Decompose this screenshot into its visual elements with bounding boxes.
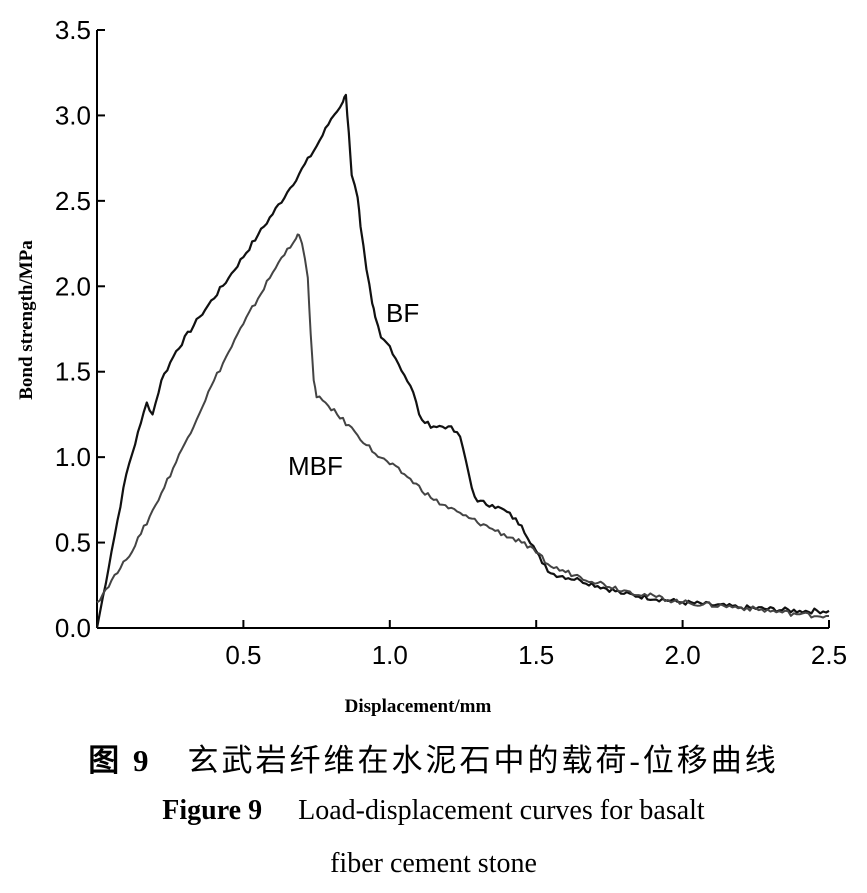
- x-tick-label: 1.0: [372, 640, 408, 670]
- x-tick-label: 1.5: [518, 640, 554, 670]
- series-label-bf: BF: [386, 298, 419, 328]
- figure-title-en-line1: Load-displacement curves for basalt: [298, 795, 705, 826]
- x-axis: 0.5 1.0 1.5 2.0 2.5: [97, 620, 847, 670]
- y-tick-label: 3.5: [55, 15, 91, 45]
- figure-title-cn: 玄武岩纤维在水泥石中的载荷-位移曲线: [187, 743, 779, 778]
- figure-caption-cn: 图 9 玄武岩纤维在水泥石中的载荷-位移曲线: [0, 735, 867, 780]
- y-tick-label: 0.0: [55, 613, 91, 643]
- figure-number-cn: 图 9: [88, 743, 152, 778]
- x-tick-label: 2.0: [665, 640, 701, 670]
- y-axis-title: Bond strength/MPa: [16, 240, 37, 400]
- series-label-mbf: MBF: [288, 451, 343, 481]
- y-tick-label: 1.5: [55, 357, 91, 387]
- y-tick-label: 1.0: [55, 442, 91, 472]
- figure-title-en-line2: fiber cement stone: [330, 848, 537, 879]
- figure-caption-en: Figure 9 Load-displacement curves for bas…: [0, 795, 867, 827]
- y-tick-label: 2.5: [55, 186, 91, 216]
- x-axis-title: Displacement/mm: [345, 696, 492, 717]
- x-tick-label: 2.5: [811, 640, 847, 670]
- series-line-mbf: [96, 233, 829, 619]
- y-tick-label: 3.0: [55, 100, 91, 130]
- y-tick-label: 0.5: [55, 528, 91, 558]
- figure-caption-en-line2: fiber cement stone: [0, 848, 867, 880]
- y-tick-label: 2.0: [55, 271, 91, 301]
- load-displacement-chart: 0.0 0.5 1.0 1.5 2.0 2.5 3.0 3.5 0.5 1.0 1.5 2.0 2.5…: [16, 15, 847, 717]
- series-line-bf: [95, 93, 830, 629]
- figure-number-en: Figure 9: [162, 795, 263, 826]
- x-tick-label: 0.5: [225, 640, 261, 670]
- y-axis: 0.0 0.5 1.0 1.5 2.0 2.5 3.0 3.5: [55, 15, 105, 643]
